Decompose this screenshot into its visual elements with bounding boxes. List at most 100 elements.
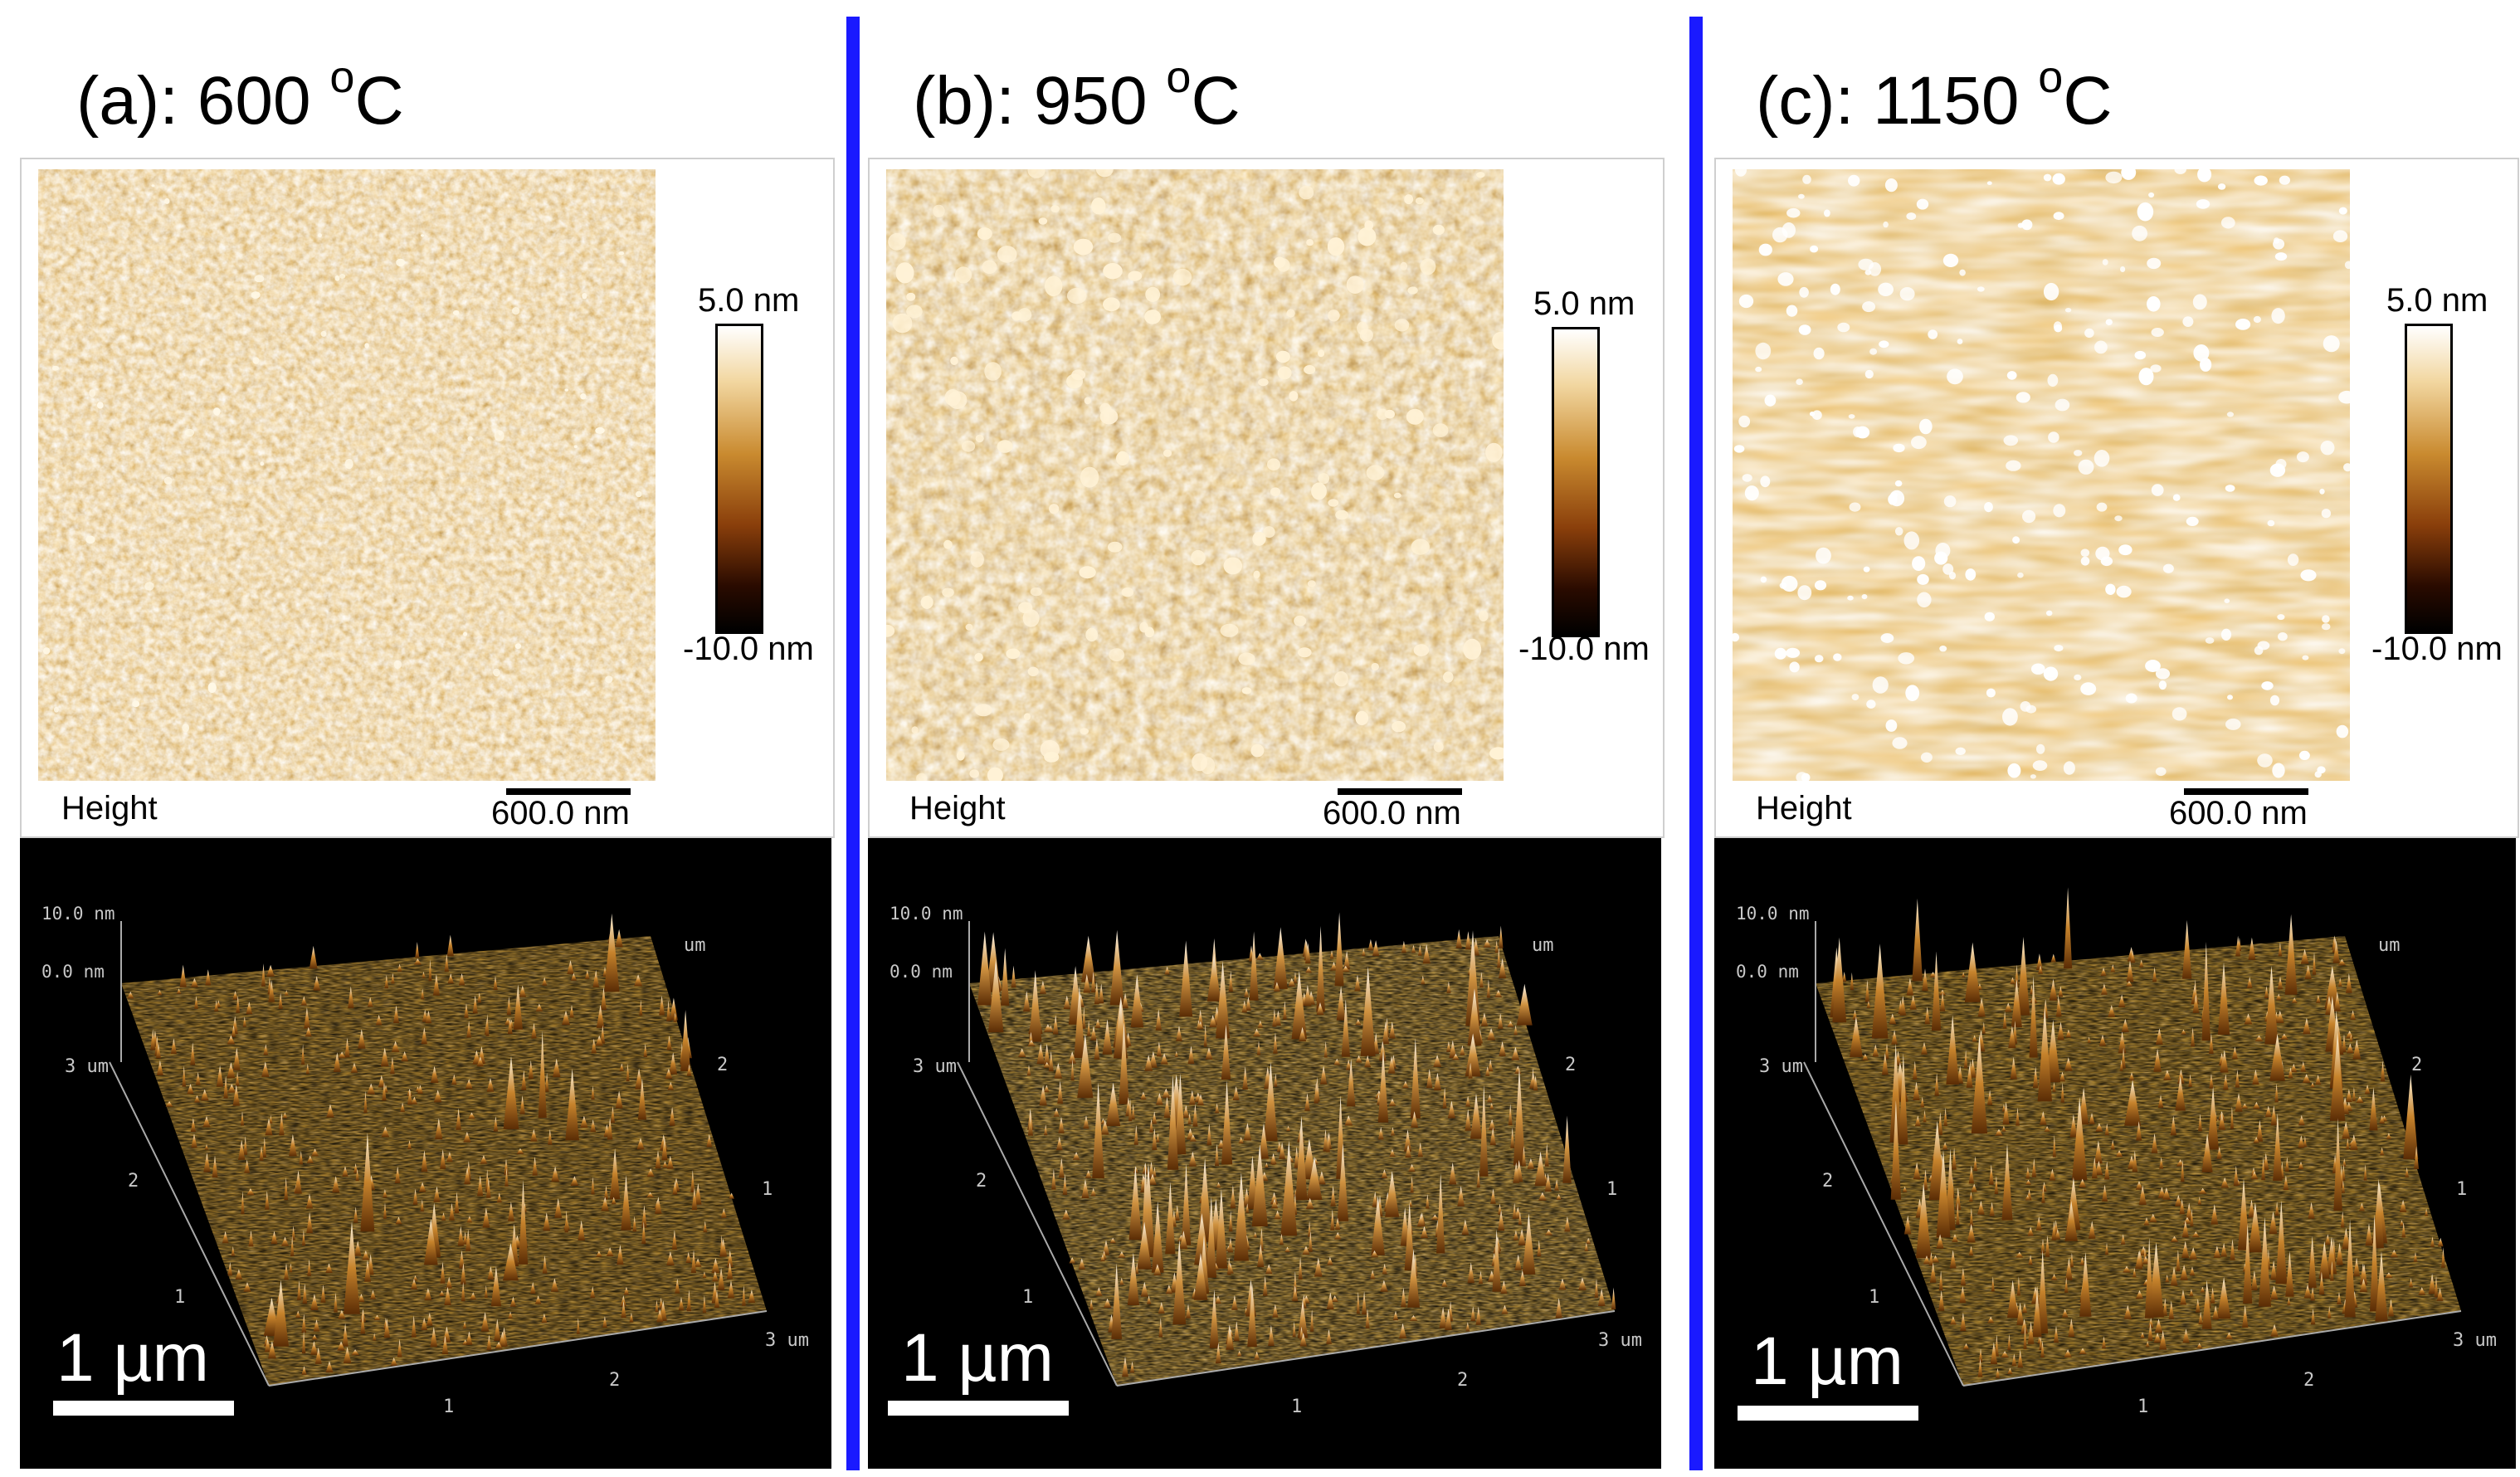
grain xyxy=(1885,719,1898,732)
surface-spike xyxy=(610,1106,615,1124)
grain xyxy=(1079,566,1096,579)
right-tick-1: 1 xyxy=(2456,1179,2467,1200)
surface-spike xyxy=(1479,1085,1489,1177)
scale-bar-3d-label: 1 µm xyxy=(901,1320,1054,1396)
surface-spike xyxy=(2180,1289,2186,1305)
surface-spike xyxy=(1490,1188,1496,1204)
surface-spike xyxy=(1018,1048,1026,1057)
surface-spike xyxy=(519,985,527,997)
surface-spike xyxy=(1499,1041,1506,1056)
surface-spike xyxy=(2095,1123,2103,1132)
surface-spike xyxy=(2016,1107,2020,1126)
surface-spike xyxy=(1152,1128,1158,1150)
grain xyxy=(2080,556,2090,566)
surface-spike xyxy=(2198,1114,2202,1132)
surface-spike xyxy=(1253,1028,1260,1037)
corner-um-label: um xyxy=(684,935,706,956)
grain xyxy=(85,535,95,544)
surface-spike xyxy=(2232,1046,2238,1060)
grain xyxy=(997,246,1017,263)
surface-spike xyxy=(394,1166,401,1183)
surface-spike xyxy=(1518,1211,1522,1225)
surface-spike xyxy=(1331,1295,1338,1302)
grain xyxy=(975,434,984,443)
surface-spike xyxy=(2264,986,2269,998)
grain xyxy=(2047,373,2059,387)
grain xyxy=(2147,296,2161,312)
surface-spike xyxy=(2230,1106,2234,1129)
surface-spike xyxy=(639,1000,643,1016)
surface-spike xyxy=(1174,1073,1187,1155)
surface-spike xyxy=(1465,931,1471,950)
surface-spike xyxy=(422,971,426,978)
surface-spike xyxy=(311,1334,318,1340)
height-map xyxy=(1733,169,2350,781)
surface-spike xyxy=(1345,1060,1352,1070)
grain xyxy=(2321,509,2332,519)
surface-spike xyxy=(451,1074,457,1085)
surface-spike xyxy=(1151,1201,1164,1273)
panel-title-text: (c): 1150 xyxy=(1756,63,2039,139)
surface-spike xyxy=(535,1003,543,1011)
grain xyxy=(1095,169,1114,178)
surface-spike xyxy=(1968,1165,1974,1184)
surface-spike xyxy=(2283,1175,2289,1191)
grain xyxy=(1027,666,1039,676)
grain xyxy=(2094,340,2108,354)
surface-spike xyxy=(222,1231,229,1244)
surface-spike xyxy=(2025,1167,2030,1179)
surface-spike xyxy=(1915,1182,1932,1259)
surface-spike xyxy=(2347,1043,2354,1054)
grain xyxy=(1371,662,1379,671)
surface-spike xyxy=(1119,1277,1124,1285)
surface-spike xyxy=(671,1230,677,1250)
grain xyxy=(956,751,965,761)
grain xyxy=(252,357,260,364)
surface-spike xyxy=(1292,1285,1299,1302)
surface-spike xyxy=(2027,1226,2034,1236)
surface-spike xyxy=(2157,1187,2166,1198)
surface-spike xyxy=(464,1167,470,1185)
surface-spike xyxy=(150,1029,156,1050)
surface-spike xyxy=(2315,1075,2322,1085)
grain xyxy=(2150,364,2162,373)
grain xyxy=(2254,175,2268,186)
surface-spike xyxy=(1330,1209,1335,1231)
surface-spike xyxy=(373,1333,377,1341)
surface-spike xyxy=(2337,958,2346,966)
surface-spike xyxy=(2300,948,2309,964)
surface-spike xyxy=(2005,1002,2012,1012)
surface-spike xyxy=(2352,1087,2356,1102)
surface-spike xyxy=(1216,961,1231,1039)
surface-spike xyxy=(1889,1043,1902,1143)
surface-spike xyxy=(703,1221,708,1233)
grain xyxy=(2053,212,2064,221)
surface-spike xyxy=(1149,1050,1158,1068)
surface-spike xyxy=(1850,972,1854,991)
surface-spike xyxy=(2261,1157,2265,1181)
surface-spike xyxy=(2414,1146,2420,1169)
surface-spike xyxy=(1987,1316,1995,1323)
surface-spike xyxy=(1508,1104,1513,1126)
surface-spike xyxy=(1989,1202,1995,1216)
surface-spike xyxy=(343,1347,352,1363)
grain xyxy=(1443,671,1454,683)
surface-spike xyxy=(2337,1292,2342,1304)
surface-spike xyxy=(2369,1087,2378,1131)
surface-spike xyxy=(2304,965,2312,979)
grain xyxy=(318,233,322,238)
grain xyxy=(1774,647,1787,660)
surface-spike xyxy=(1056,1136,1063,1151)
surface-spike xyxy=(1336,986,1346,1021)
surface-spike xyxy=(578,1220,586,1241)
surface-spike xyxy=(529,1282,536,1294)
surface-spike xyxy=(2385,1272,2393,1279)
surface-spike xyxy=(246,1188,255,1196)
surface-spike xyxy=(620,1295,626,1307)
surface-spike xyxy=(1913,1162,1921,1180)
surface-spike xyxy=(2016,1302,2024,1325)
surface-spike xyxy=(1148,1173,1157,1185)
surface-spike xyxy=(1249,931,1259,1001)
surface-spike xyxy=(464,1003,469,1018)
grain xyxy=(1894,527,1903,536)
